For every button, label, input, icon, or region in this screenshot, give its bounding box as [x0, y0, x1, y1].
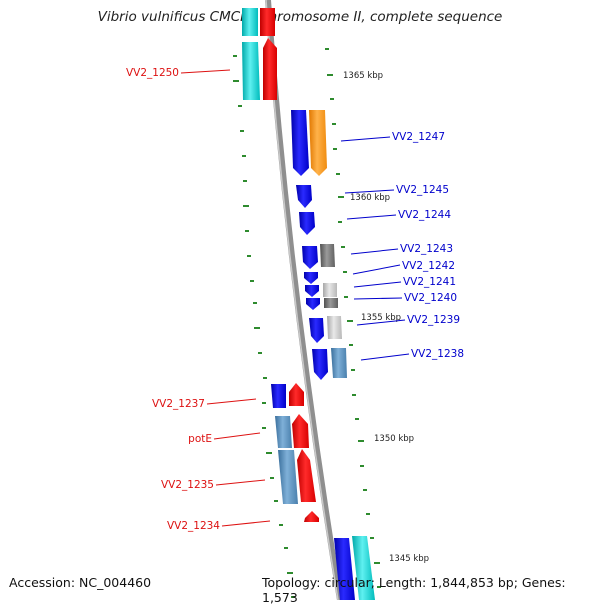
scale-label: 1350 kbp	[374, 434, 414, 444]
gene-arrow-vv2-1241[interactable]	[305, 285, 319, 297]
gene-arrow-pote[interactable]	[275, 416, 292, 448]
leader-line	[356, 319, 406, 326]
gene-arrow-blue-1237[interactable]	[271, 384, 286, 408]
gene-label-vv2-1234[interactable]: VV2_1234	[167, 520, 220, 532]
gene-arrow-red-1235[interactable]	[297, 449, 316, 502]
leader-line	[213, 432, 261, 440]
gene-arrow-blue-1247[interactable]	[291, 110, 309, 176]
gene-arrow-blue-1243[interactable]	[302, 246, 318, 269]
gene-arrow-vv2-1250-segment[interactable]	[242, 8, 258, 36]
gene-arrow-light-1241[interactable]	[323, 283, 337, 297]
gene-arrow-blue-bottom[interactable]	[334, 538, 355, 600]
leader-line	[353, 281, 402, 288]
scale-label: 1360 kbp	[350, 193, 390, 203]
gene-arrow-cyan-bottom[interactable]	[352, 536, 375, 600]
leader-line	[206, 398, 257, 405]
genome-stats-line: Topology: circular; Length: 1,844,853 bp…	[262, 575, 566, 605]
gene-arrow-blue-1238[interactable]	[312, 349, 328, 380]
leader-line	[352, 264, 401, 275]
gene-arrow-vv2-1245[interactable]	[296, 185, 312, 208]
gene-arrow-vv2-1235[interactable]	[278, 450, 298, 504]
leader-line	[350, 248, 399, 255]
leader-line	[215, 479, 266, 486]
leader-line	[344, 189, 395, 194]
gene-arrow-vv2-1243[interactable]	[320, 244, 335, 267]
accession-line: Accession: NC_004460	[9, 575, 152, 590]
gene-label-vv2-1245[interactable]: VV2_1245	[396, 184, 449, 196]
gene-arrow-vv2-1238[interactable]	[331, 348, 347, 378]
leader-line	[180, 69, 231, 74]
scale-label: 1355 kbp	[361, 313, 401, 323]
gene-label-vv2-1239[interactable]: VV2_1239	[407, 314, 460, 326]
gene-label-vv2-1235[interactable]: VV2_1235	[161, 479, 214, 491]
gene-arrow-vv2-1242[interactable]	[304, 272, 318, 284]
gene-arrow-red-pote[interactable]	[292, 414, 309, 448]
map-title: Vibrio vulnificus CMCP6 chromosome II, c…	[97, 9, 503, 25]
scale-label: 1365 kbp	[343, 71, 383, 81]
leader-line	[353, 297, 403, 300]
gene-label-vv2-1250[interactable]: VV2_1250	[126, 67, 179, 79]
reverse-strand-genes	[291, 110, 375, 600]
gene-label-vv2-1242[interactable]: VV2_1242	[402, 260, 455, 272]
gene-label-vv2-1247[interactable]: VV2_1247	[392, 131, 445, 143]
leader-line	[221, 520, 271, 527]
gene-label-vv2-1240[interactable]: VV2_1240	[404, 292, 457, 304]
gene-arrow-vv2-1244[interactable]	[299, 212, 315, 235]
leader-line	[360, 353, 410, 361]
gene-label-vv2-1237[interactable]: VV2_1237	[152, 398, 205, 410]
scale-label: 1345 kbp	[389, 554, 429, 564]
gene-arrow-vv2-1239[interactable]	[327, 316, 342, 339]
gene-label-vv2-1243[interactable]: VV2_1243	[400, 243, 453, 255]
gene-label-pote[interactable]: potE	[188, 433, 212, 445]
gene-arrow-vv2-1237[interactable]	[289, 383, 304, 406]
gene-arrow-blue-1239[interactable]	[309, 318, 324, 343]
gene-arrow-red-segment[interactable]	[260, 8, 275, 36]
gene-arrow-vv2-1250[interactable]	[242, 42, 260, 100]
gene-arrow-vv2-1247[interactable]	[309, 110, 327, 176]
gene-arrow-blue-1240[interactable]	[306, 298, 320, 310]
gene-arrow-vv2-1240[interactable]	[324, 298, 338, 308]
tick-marks	[233, 48, 381, 598]
gene-arrow-red-upper[interactable]	[263, 38, 277, 100]
leader-line	[346, 214, 397, 220]
gene-arrow-vv2-1234[interactable]	[304, 511, 319, 522]
gene-label-vv2-1241[interactable]: VV2_1241	[403, 276, 456, 288]
forward-strand-genes	[242, 8, 319, 522]
gene-label-vv2-1238[interactable]: VV2_1238	[411, 348, 464, 360]
leader-line	[340, 136, 391, 142]
gene-label-vv2-1244[interactable]: VV2_1244	[398, 209, 451, 221]
